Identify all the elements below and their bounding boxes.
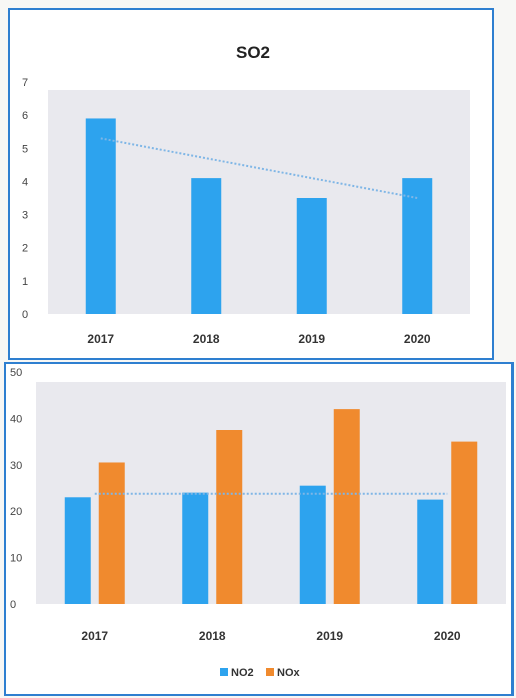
legend-swatch-nox [266, 668, 274, 676]
bar-so2-2020 [402, 178, 433, 314]
x-tick-label: 2020 [404, 332, 431, 346]
trendline-so2 [100, 137, 418, 199]
y-tick-label: 0 [22, 309, 28, 321]
x-tick-label: 2018 [199, 629, 226, 643]
bar-no2-2020 [417, 499, 444, 604]
y-tick-label: 40 [10, 413, 22, 425]
x-tick-label: 2017 [87, 332, 114, 346]
x-tick-label: 2017 [81, 629, 108, 643]
x-tick-label: 2019 [316, 629, 343, 643]
no2-nox-chart: 0 10 20 30 40 50 2017 2018 2019 2020 NO2 NOx [10, 367, 506, 679]
bar-nox-2017 [98, 462, 125, 604]
so2-chart-panel: SO2 0 1 2 3 4 5 6 7 2017 2018 2019 2020 [8, 8, 494, 360]
legend-label: NOx [277, 667, 301, 679]
y-tick-label: 7 [22, 77, 28, 89]
bar-nox-2019 [333, 409, 360, 604]
bar-no2-2018 [182, 492, 209, 604]
y-tick-label: 5 [22, 143, 28, 155]
y-tick-label: 30 [10, 460, 22, 472]
so2-chart: SO2 0 1 2 3 4 5 6 7 2017 2018 2019 2020 [22, 43, 470, 346]
y-tick-label: 3 [22, 210, 28, 222]
x-tick-label: 2018 [193, 332, 220, 346]
y-tick-label: 6 [22, 110, 28, 122]
chart-title: SO2 [236, 43, 270, 62]
y-tick-label: 0 [10, 599, 16, 611]
y-tick-label: 20 [10, 506, 22, 518]
bar-so2-2019 [296, 198, 327, 314]
y-tick-label: 50 [10, 367, 22, 379]
legend-swatch-no2 [220, 668, 228, 676]
bar-so2-2018 [191, 178, 222, 314]
y-tick-label: 4 [22, 176, 28, 188]
x-tick-label: 2020 [434, 629, 461, 643]
y-tick-label: 2 [22, 243, 28, 255]
no2-nox-chart-panel: 0 10 20 30 40 50 2017 2018 2019 2020 NO2 NOx [4, 362, 514, 696]
bar-nox-2018 [216, 430, 243, 604]
bar-nox-2020 [451, 441, 478, 604]
bar-so2-2017 [85, 118, 116, 314]
y-tick-label: 1 [22, 276, 28, 288]
bar-no2-2017 [64, 497, 91, 604]
bar-no2-2019 [299, 485, 326, 604]
x-tick-label: 2019 [298, 332, 325, 346]
legend-label: NO2 [231, 667, 254, 679]
y-tick-label: 10 [10, 553, 22, 565]
plot-area [48, 90, 470, 314]
